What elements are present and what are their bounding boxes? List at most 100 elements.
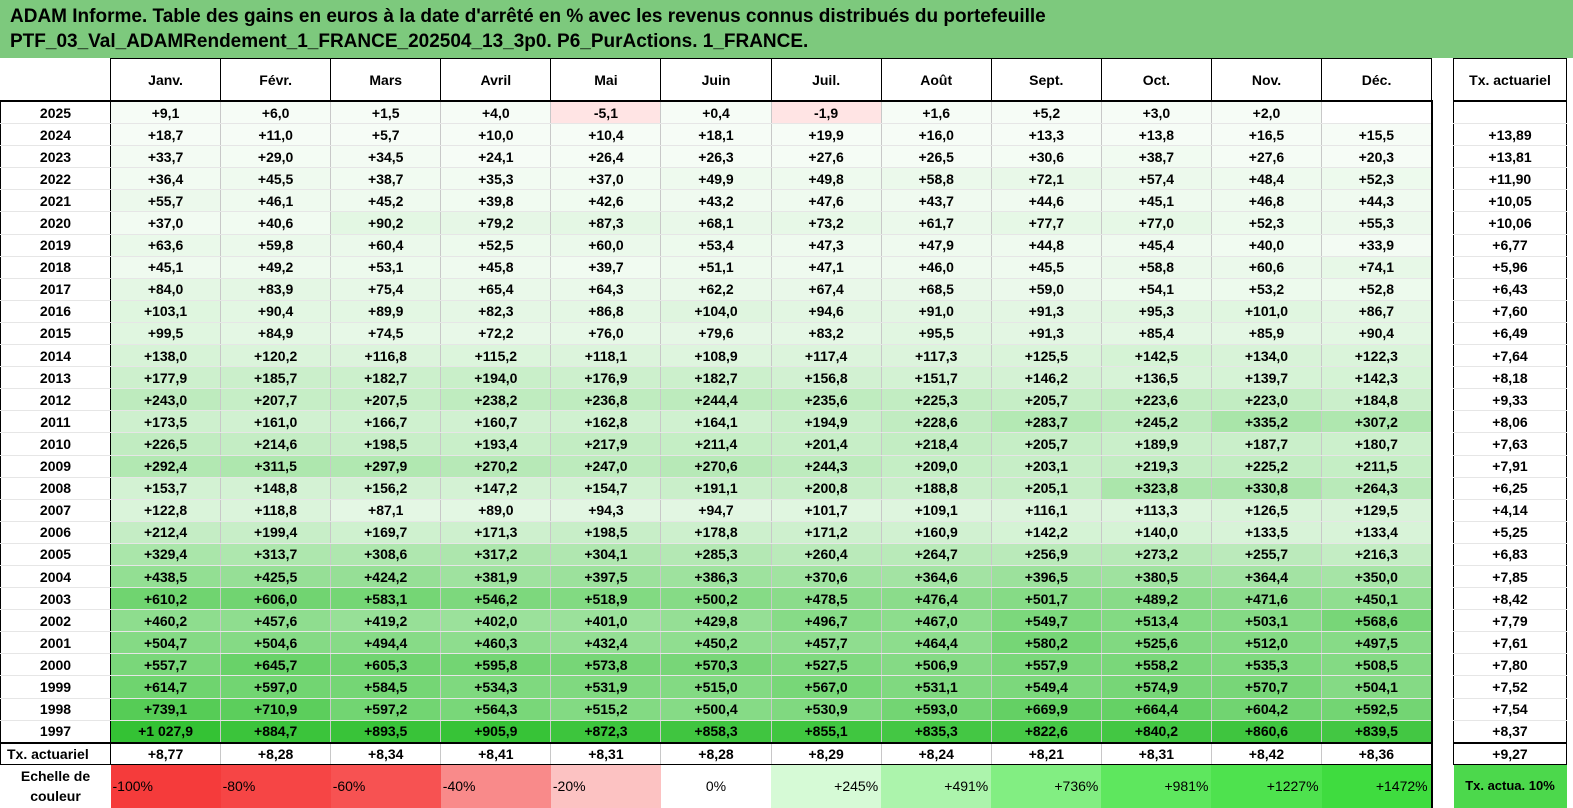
tx-row: +13,81 <box>1453 145 1567 169</box>
value-cell: +381,9 <box>440 565 552 589</box>
table-row: 2008 +153,7 +148,8 +156,2 +147,2 +154,7 +191,1… <box>0 477 1433 500</box>
tx-row: +7,85 <box>1453 565 1567 589</box>
value-cell: +65,4 <box>440 278 552 301</box>
value-cell: +527,5 <box>770 653 882 677</box>
value-cell: +464,4 <box>880 631 992 655</box>
year-cell: 2004 <box>0 565 111 589</box>
value-cell: +45,4 <box>1100 234 1212 257</box>
value-cell: +860,6 <box>1210 720 1323 744</box>
value-cell: +225,2 <box>1210 455 1323 478</box>
value-cell: +133,4 <box>1321 521 1433 544</box>
value-cell: +207,7 <box>220 388 332 412</box>
value-cell: +151,7 <box>880 366 992 390</box>
value-cell: +46,0 <box>880 256 992 279</box>
value-cell: +83,9 <box>220 278 332 301</box>
value-cell: +501,7 <box>990 587 1102 611</box>
tx-total-row: +9,27 <box>1453 741 1567 765</box>
value-cell: +74,1 <box>1321 256 1433 279</box>
value-cell: +504,6 <box>220 631 332 655</box>
value-cell: +489,2 <box>1100 587 1212 611</box>
value-cell: +52,3 <box>1321 167 1433 191</box>
value-cell: +285,3 <box>660 543 772 566</box>
value-cell: +43,2 <box>660 189 772 213</box>
scale-tx-swatch: Tx. actua. 10% <box>1453 764 1567 808</box>
tx-month-cell: +8,42 <box>1210 741 1323 765</box>
scale-swatch: +491% <box>881 764 992 808</box>
tx-month-cell: +8,24 <box>880 741 992 765</box>
value-cell: +133,5 <box>1210 521 1323 544</box>
value-cell: +311,5 <box>220 455 332 478</box>
value-cell: +146,2 <box>990 366 1102 390</box>
value-cell: +15,5 <box>1321 123 1433 147</box>
value-cell: +51,1 <box>660 256 772 279</box>
tx-cell: +7,80 <box>1453 653 1567 677</box>
value-cell: +534,3 <box>440 675 552 699</box>
year-cell: 2018 <box>0 256 111 279</box>
value-cell: +4,0 <box>440 101 552 125</box>
value-cell: +171,3 <box>440 521 552 544</box>
value-cell: +1 027,9 <box>109 720 222 744</box>
year-cell: 1998 <box>0 698 111 721</box>
value-cell: +101,7 <box>770 499 882 522</box>
value-cell: +500,2 <box>660 587 772 611</box>
value-cell: +884,7 <box>220 720 332 744</box>
value-cell: +512,0 <box>1210 631 1323 655</box>
value-cell: +457,6 <box>220 609 332 633</box>
table-row: 2007 +122,8 +118,8 +87,1 +89,0 +94,3 +94,7 +101… <box>0 499 1433 522</box>
value-cell: +54,1 <box>1100 278 1212 301</box>
value-cell: +67,4 <box>770 278 882 301</box>
value-cell: +2,0 <box>1210 101 1323 125</box>
table-row: 2002 +460,2 +457,6 +419,2 +402,0 +401,0 +429,8… <box>0 609 1433 633</box>
value-cell: +207,5 <box>330 388 442 412</box>
value-cell: +525,6 <box>1100 631 1212 655</box>
year-cell: 2019 <box>0 234 111 257</box>
value-cell: +264,7 <box>880 543 992 566</box>
value-cell: +515,0 <box>660 675 772 699</box>
value-cell: +497,5 <box>1321 631 1433 655</box>
value-cell: +467,0 <box>880 609 992 633</box>
value-cell: +292,4 <box>109 455 222 478</box>
tx-row: +6,25 <box>1453 477 1567 500</box>
scale-swatch: -100% <box>110 764 221 808</box>
year-cell: 1997 <box>0 720 111 744</box>
value-cell: +893,5 <box>330 720 442 744</box>
table-row: 2011 +173,5 +161,0 +166,7 +160,7 +162,8 +164,1… <box>0 410 1433 434</box>
tx-month-cell: +8,28 <box>220 741 332 765</box>
year-cell: 2022 <box>0 167 111 191</box>
value-cell: +518,9 <box>550 587 662 611</box>
value-cell: +91,3 <box>990 300 1102 323</box>
tx-month-cell: +8,29 <box>770 741 882 765</box>
value-cell: -5,1 <box>550 101 662 125</box>
value-cell: +30,6 <box>990 145 1102 169</box>
value-cell: +156,2 <box>330 477 442 500</box>
month-header: Janv. <box>109 58 222 102</box>
value-cell: +397,5 <box>550 565 662 589</box>
scale-swatch: 0% <box>660 764 772 808</box>
value-cell: +194,0 <box>440 366 552 390</box>
value-cell: +244,3 <box>770 455 882 478</box>
tx-cell: +6,83 <box>1453 543 1567 566</box>
report-title: ADAM Informe. Table des gains en euros à… <box>0 0 1573 58</box>
table-row: 2014 +138,0 +120,2 +116,8 +115,2 +118,1 +108,9… <box>0 344 1433 368</box>
value-cell: +46,8 <box>1210 189 1323 213</box>
value-cell: +164,1 <box>660 410 772 434</box>
value-cell: +58,8 <box>1100 256 1212 279</box>
year-cell: 2011 <box>0 410 111 434</box>
value-cell: +335,2 <box>1210 410 1323 434</box>
value-cell: +570,3 <box>660 653 772 677</box>
year-cell: 2005 <box>0 543 111 566</box>
table-row: 2010 +226,5 +214,6 +198,5 +193,4 +217,9 +211,4… <box>0 432 1433 456</box>
value-cell: +604,2 <box>1210 698 1323 721</box>
value-cell: +840,2 <box>1100 720 1212 744</box>
value-cell: +217,9 <box>550 432 662 456</box>
value-cell: +120,2 <box>220 344 332 368</box>
value-cell: +47,1 <box>770 256 882 279</box>
value-cell: +160,9 <box>880 521 992 544</box>
value-cell: +169,7 <box>330 521 442 544</box>
value-cell: +47,9 <box>880 234 992 257</box>
value-cell: +43,7 <box>880 189 992 213</box>
table-row: 2022 +36,4 +45,5 +38,7 +35,3 +37,0 +49,9 +49,8 +… <box>0 167 1433 191</box>
value-cell: +45,1 <box>109 256 222 279</box>
value-cell: +244,4 <box>660 388 772 412</box>
value-cell: +26,4 <box>550 145 662 169</box>
